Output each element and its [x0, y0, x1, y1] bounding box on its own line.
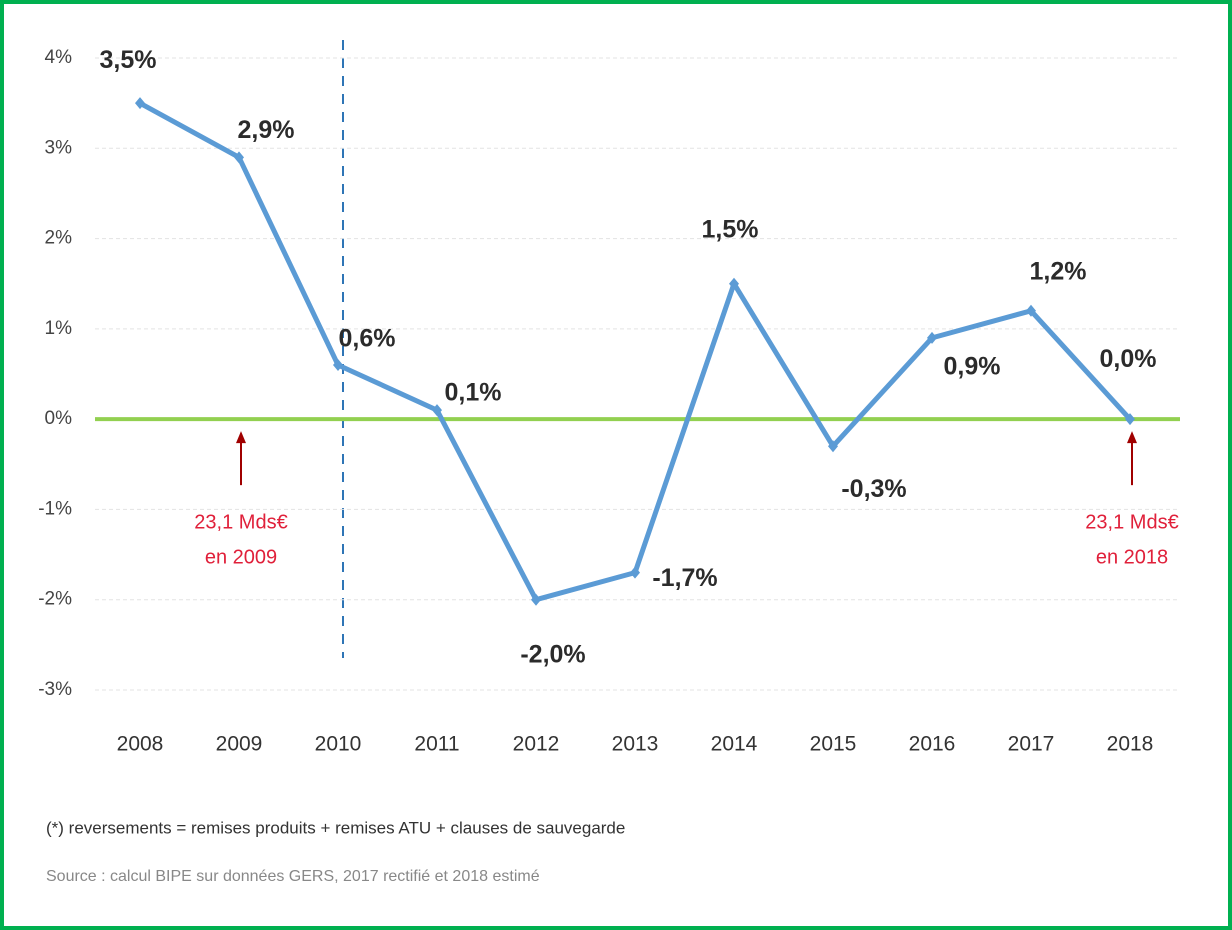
y-tick-label: -1%: [38, 498, 72, 519]
x-tick-label: 2008: [117, 733, 164, 756]
x-tick-label: 2017: [1008, 733, 1055, 756]
y-tick-label: -2%: [38, 589, 72, 610]
y-tick-label: 4%: [45, 47, 73, 68]
marker: [531, 593, 541, 606]
y-tick-label: 1%: [45, 318, 73, 339]
x-tick-label: 2014: [711, 733, 758, 756]
marker: [234, 151, 244, 164]
marker: [135, 97, 145, 110]
x-tick-label: 2015: [810, 733, 857, 756]
annotation-text: 23,1 Mds€: [194, 511, 287, 533]
marker: [333, 358, 343, 371]
x-tick-label: 2012: [513, 733, 560, 756]
marker: [1125, 413, 1135, 426]
data-label: -1,7%: [652, 564, 717, 592]
annotation-text: en 2009: [205, 546, 277, 568]
marker: [828, 440, 838, 453]
x-tick-label: 2013: [612, 733, 659, 756]
data-label: 0,9%: [944, 352, 1001, 380]
data-label: -0,3%: [841, 475, 906, 503]
footnote: (*) reversements = remises produits + re…: [46, 818, 625, 837]
x-tick-label: 2018: [1107, 733, 1154, 756]
data-label: 0,6%: [339, 325, 396, 353]
arrow-head: [1127, 431, 1137, 444]
arrow-head: [236, 431, 246, 444]
marker: [927, 331, 937, 344]
marker: [1026, 304, 1036, 317]
y-tick-label: 3%: [45, 137, 73, 158]
annotation-text: en 2018: [1096, 546, 1168, 568]
x-tick-label: 2016: [909, 733, 956, 756]
annotation-text: 23,1 Mds€: [1085, 511, 1178, 533]
line: [138, 100, 1132, 603]
y-tick-label: -3%: [38, 679, 72, 700]
data-label: 2,9%: [238, 116, 295, 144]
data-label: 0,0%: [1100, 345, 1157, 373]
marker: [432, 404, 442, 417]
y-tick-label: 2%: [45, 228, 73, 249]
data-label: -2,0%: [520, 640, 585, 668]
x-tick-label: 2009: [216, 733, 263, 756]
x-tick-label: 2010: [315, 733, 362, 756]
data-label: 0,1%: [445, 379, 502, 407]
y-tick-label: 0%: [45, 408, 73, 429]
data-label: 3,5%: [100, 46, 157, 74]
data-label: 1,2%: [1030, 257, 1087, 285]
data-label: 1,5%: [702, 215, 759, 243]
marker: [729, 277, 739, 290]
x-tick-label: 2011: [414, 733, 459, 756]
source: Source : calcul BIPE sur données GERS, 2…: [46, 868, 540, 885]
marker: [630, 566, 640, 579]
